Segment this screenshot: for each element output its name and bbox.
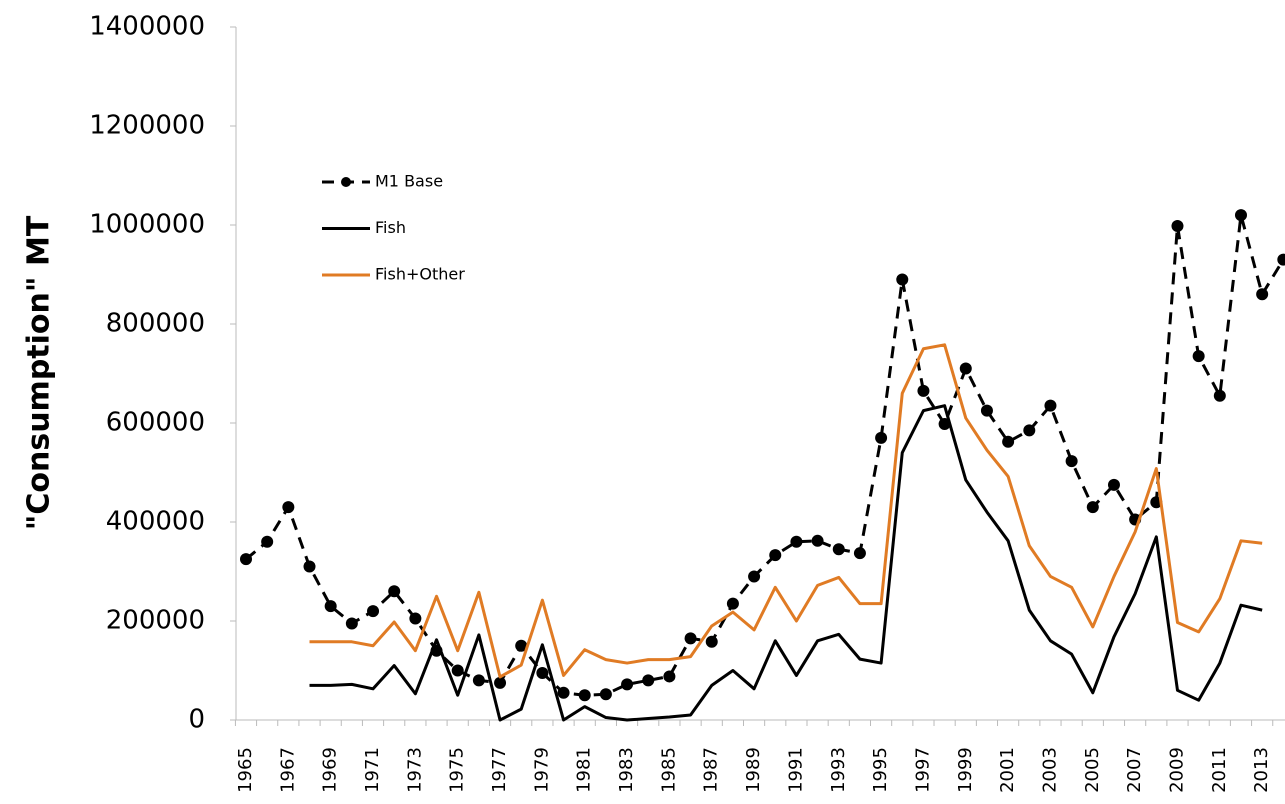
x-tick-label: 1979 xyxy=(531,747,552,793)
point xyxy=(811,534,824,547)
point xyxy=(980,404,993,417)
y-tick-label: 200000 xyxy=(106,606,205,636)
point xyxy=(1044,399,1057,412)
point xyxy=(748,570,761,583)
point xyxy=(769,549,782,562)
point xyxy=(705,635,718,648)
series-line xyxy=(245,213,1285,697)
x-tick-label: 1975 xyxy=(447,747,468,793)
point xyxy=(1234,209,1247,222)
point xyxy=(1192,350,1205,363)
point xyxy=(367,605,380,618)
x-tick-label: 1989 xyxy=(743,747,764,793)
point xyxy=(663,670,676,683)
point xyxy=(578,689,591,702)
x-tick-label: 1973 xyxy=(404,747,425,793)
point xyxy=(1171,219,1184,232)
y-tick-label: 800000 xyxy=(106,309,205,339)
point xyxy=(642,674,655,687)
x-tick-label: 2005 xyxy=(1082,747,1103,793)
x-tick-label: 2003 xyxy=(1039,747,1060,793)
point xyxy=(1002,435,1015,448)
x-tick-label: 1983 xyxy=(616,747,637,793)
x-tick-label: 1985 xyxy=(658,747,679,793)
point xyxy=(896,273,909,286)
y-tick-label: 1400000 xyxy=(89,12,205,42)
point xyxy=(726,597,739,610)
x-tick-label: 2009 xyxy=(1166,747,1187,793)
x-tick-label: 1977 xyxy=(489,747,510,793)
point xyxy=(1023,424,1036,437)
point xyxy=(684,632,697,645)
point xyxy=(1107,478,1120,491)
x-tick-label: 2007 xyxy=(1124,747,1145,793)
x-tick-label: 2001 xyxy=(997,747,1018,793)
y-tick-label: 0 xyxy=(188,705,205,735)
legend-label: Fish xyxy=(375,218,406,237)
point xyxy=(451,664,464,677)
x-tick-label: 1967 xyxy=(277,747,298,793)
point xyxy=(917,384,930,397)
point xyxy=(599,688,612,701)
point xyxy=(240,553,252,566)
x-tick-label: 2013 xyxy=(1251,747,1272,793)
point xyxy=(1213,389,1226,402)
point xyxy=(282,501,295,514)
point xyxy=(875,431,888,444)
y-tick-label: 600000 xyxy=(106,408,205,438)
series-line xyxy=(309,404,1263,722)
legend-label: Fish+Other xyxy=(375,265,465,284)
x-tick-label: 1995 xyxy=(870,747,891,793)
point xyxy=(261,535,274,548)
x-tick-label: 1993 xyxy=(828,747,849,793)
point xyxy=(621,678,634,691)
point xyxy=(409,612,422,625)
y-tick-label: 400000 xyxy=(106,507,205,537)
point xyxy=(832,543,845,556)
point xyxy=(557,686,570,699)
point xyxy=(536,666,549,679)
x-tick-label: 1987 xyxy=(701,747,722,793)
x-tick-label: 1965 xyxy=(235,747,256,793)
point xyxy=(324,600,337,613)
series-line xyxy=(309,343,1263,679)
point xyxy=(1277,253,1285,266)
x-tick-label: 1999 xyxy=(955,747,976,793)
x-tick-label: 1991 xyxy=(785,747,806,793)
point xyxy=(1086,501,1099,514)
point xyxy=(345,617,358,630)
x-tick-label: 2011 xyxy=(1209,747,1230,793)
point xyxy=(790,535,803,548)
point xyxy=(515,639,528,652)
point xyxy=(1256,288,1269,301)
x-tick-label: 1969 xyxy=(320,747,341,793)
x-tick-label: 1981 xyxy=(574,747,595,793)
legend-marker xyxy=(341,177,351,187)
y-axis-title: "Consumption" MT xyxy=(22,215,57,530)
x-tick-label: 1971 xyxy=(362,747,383,793)
point xyxy=(1065,455,1078,468)
y-tick-label: 1200000 xyxy=(89,111,205,141)
point xyxy=(959,362,972,375)
y-tick-label: 1000000 xyxy=(89,210,205,240)
x-tick-label: 1997 xyxy=(912,747,933,793)
point xyxy=(853,547,866,560)
point xyxy=(303,560,316,573)
legend-label: M1 Base xyxy=(375,172,443,191)
point xyxy=(494,676,507,689)
point xyxy=(472,674,485,687)
point xyxy=(388,585,401,598)
